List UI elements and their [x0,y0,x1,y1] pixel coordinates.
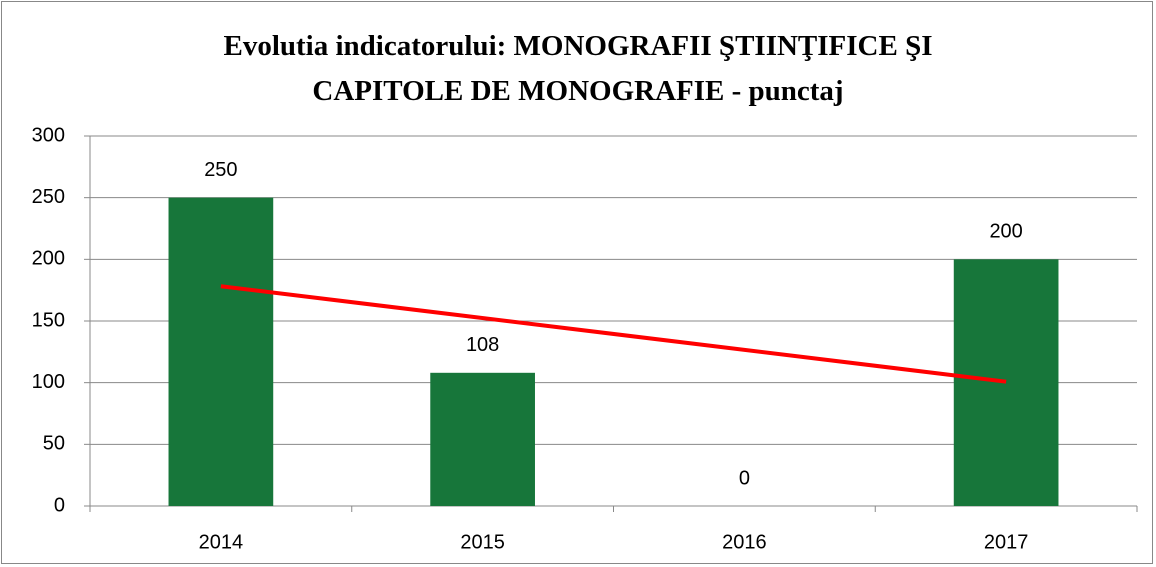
y-tick-label: 100 [32,371,65,393]
bar [953,259,1059,506]
x-tick-label: 2016 [722,531,767,553]
y-tick-label: 0 [54,494,65,516]
data-label: 0 [739,467,750,489]
bar [168,197,274,506]
y-tick-label: 250 [32,186,65,208]
x-tick-label: 2015 [460,531,505,553]
y-tick-label: 200 [32,248,65,270]
bar [430,372,535,506]
data-label: 108 [466,334,499,356]
y-tick-label: 150 [32,309,65,331]
data-label: 250 [204,159,237,181]
x-tick-label: 2014 [199,531,244,553]
x-tick-label: 2017 [984,531,1029,553]
trendline [220,284,1007,384]
y-tick-label: 50 [43,433,65,455]
data-label: 200 [989,221,1022,243]
chart-title: Evolutia indicatorului: MONOGRAFII ŞTIIN… [223,30,933,107]
y-tick-label: 300 [32,124,65,146]
